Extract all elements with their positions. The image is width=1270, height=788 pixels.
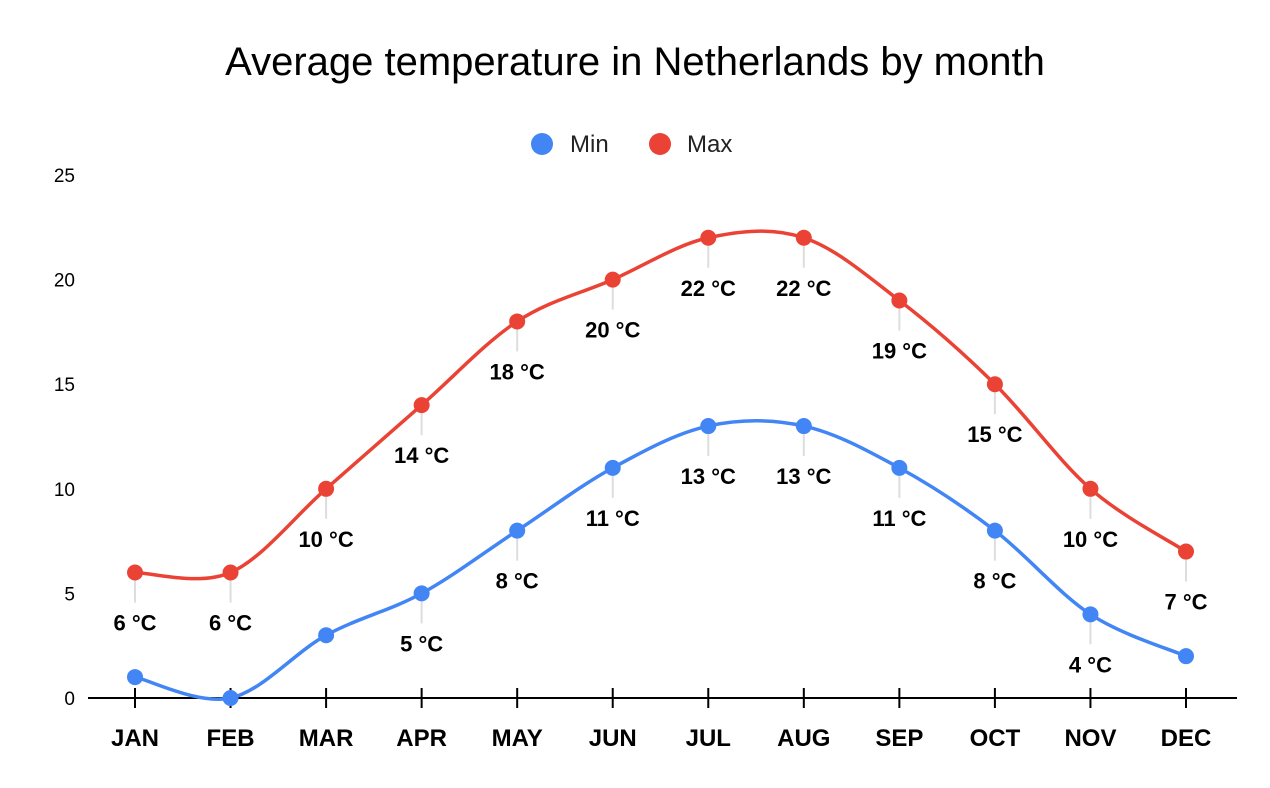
y-tick-label: 5 [64,584,75,605]
data-point [222,690,239,706]
data-label: 13 °C [776,464,831,489]
data-point [891,459,908,476]
data-label: 11 °C [586,506,640,531]
series-line-min [134,419,1187,701]
series-line-max [134,229,1187,581]
data-point [509,522,526,539]
data-label: 10 °C [298,527,353,552]
data-label: 8 °C [973,569,1016,594]
x-tick-label: APR [396,725,447,752]
legend-marker-max [649,133,671,155]
x-tick-label: MAR [299,725,354,752]
data-label: 8 °C [496,569,539,594]
data-label: 5 °C [400,631,443,656]
x-tick-label: MAY [492,725,543,752]
y-tick-label: 10 [54,480,75,501]
data-point [1082,480,1099,497]
data-point [700,418,717,435]
data-point [318,627,335,644]
data-point [891,292,908,309]
data-point [986,522,1003,539]
data-point [1082,606,1099,623]
data-point [700,229,717,246]
data-point [1178,543,1194,560]
y-tick-label: 25 [54,166,75,187]
y-tick-label: 0 [64,689,75,710]
x-tick-label: JUN [589,725,637,752]
x-tick-label: DEC [1161,725,1212,752]
data-point [795,229,812,246]
data-label: 20 °C [585,318,640,343]
x-tick-label: NOV [1064,725,1116,752]
data-label: 15 °C [967,422,1022,447]
series-max: 6 °C 6 °C 10 °C 14 °C 18 °C 20 °C 22 °C 22 °C 19… [113,229,1208,635]
data-point [127,564,143,581]
x-tick-label: SEP [875,725,923,752]
legend-marker-min [531,133,553,155]
data-label: 22 °C [681,276,736,301]
data-label: 6 °C [113,610,156,635]
data-point [509,313,526,330]
x-tick-label: OCT [970,725,1021,752]
chart-title: Average temperature in Netherlands by mo… [225,40,1045,84]
data-point [604,459,621,476]
y-axis: 0 5 10 15 20 25 [54,166,75,710]
data-point [127,669,143,686]
data-label: 6 °C [209,610,252,635]
data-point [1178,648,1194,665]
x-tick-label: JUL [686,725,731,752]
data-label: 7 °C [1164,590,1207,615]
y-tick-label: 15 [54,375,75,396]
data-point [795,418,812,435]
x-axis: JAN FEB MAR APR MAY JUN JUL AUG SEP OCT NOV DEC [88,688,1237,752]
data-label: 19 °C [872,339,927,364]
data-label: 22 °C [776,276,831,301]
x-tick-label: AUG [777,725,830,752]
data-label: 4 °C [1069,652,1112,677]
data-point [413,397,430,414]
data-point [318,480,335,497]
data-label: 10 °C [1063,527,1118,552]
data-label: 14 °C [394,443,449,468]
legend: Min Max [531,131,732,158]
legend-label-max: Max [687,131,732,158]
x-tick-label: FEB [207,725,255,752]
series-layer: 5 °C 8 °C 11 °C 13 °C 13 °C 11 °C 8 °C 4 °C 6 °C… [113,229,1208,706]
data-point [604,271,621,288]
x-tick-label: JAN [111,725,159,752]
y-tick-label: 20 [54,271,75,292]
data-label: 11 °C [872,506,926,531]
legend-label-min: Min [570,131,609,158]
data-label: 18 °C [490,359,545,384]
data-point [986,376,1003,393]
data-point [413,585,430,602]
data-point [222,564,239,581]
series-min: 5 °C 8 °C 11 °C 13 °C 13 °C 11 °C 8 °C 4 °C [127,418,1194,706]
data-label: 13 °C [681,464,736,489]
